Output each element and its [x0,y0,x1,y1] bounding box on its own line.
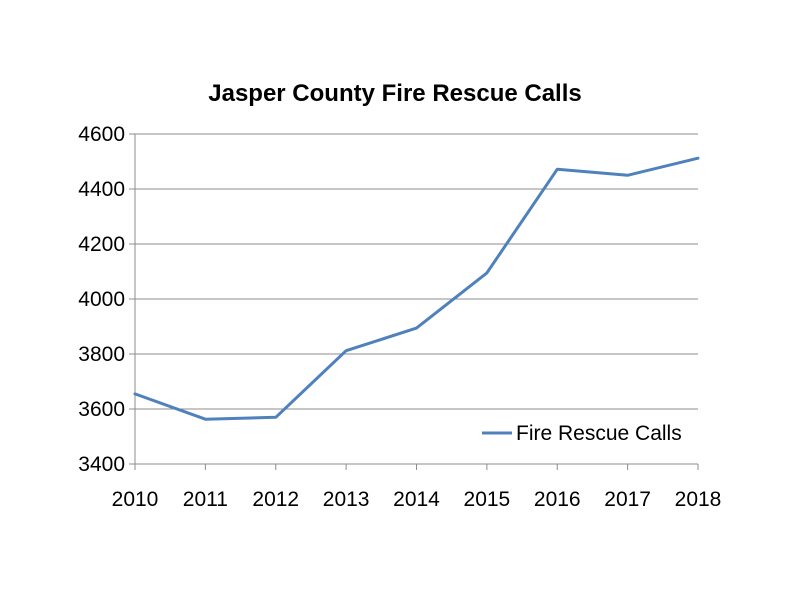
y-tick-label: 4200 [78,233,125,256]
legend: Fire Rescue Calls [482,422,682,445]
x-tick-label: 2011 [183,488,228,511]
legend-label-fire-rescue-calls: Fire Rescue Calls [516,422,682,445]
x-tick-label: 2017 [604,488,651,511]
x-tick-label: 2015 [464,488,511,511]
x-tick-label: 2014 [393,488,440,511]
y-tick-label: 4400 [78,178,125,201]
x-tick-label: 2010 [112,488,159,511]
axes [129,133,699,470]
series-group [133,156,700,421]
y-tick-label: 4600 [78,123,125,146]
y-tick-label: 3400 [78,453,125,476]
y-axis-ticks: 3400 3600 3800 4000 4200 4400 4600 [78,123,125,476]
gridlines [135,133,698,465]
chart-title: Jasper County Fire Rescue Calls [208,80,581,107]
x-axis-ticks: 2010 2011 2012 2013 2014 2015 2016 2017 2018 [112,488,722,511]
x-tick-label: 2016 [534,488,581,511]
series-line-fire-rescue-calls [133,156,700,421]
y-tick-label: 3800 [78,343,125,366]
x-tick-label: 2012 [252,488,299,511]
y-tick-label: 4000 [78,288,125,311]
y-tick-label: 3600 [78,398,125,421]
x-tick-label: 2013 [323,488,370,511]
x-tick-label: 2018 [675,488,722,511]
